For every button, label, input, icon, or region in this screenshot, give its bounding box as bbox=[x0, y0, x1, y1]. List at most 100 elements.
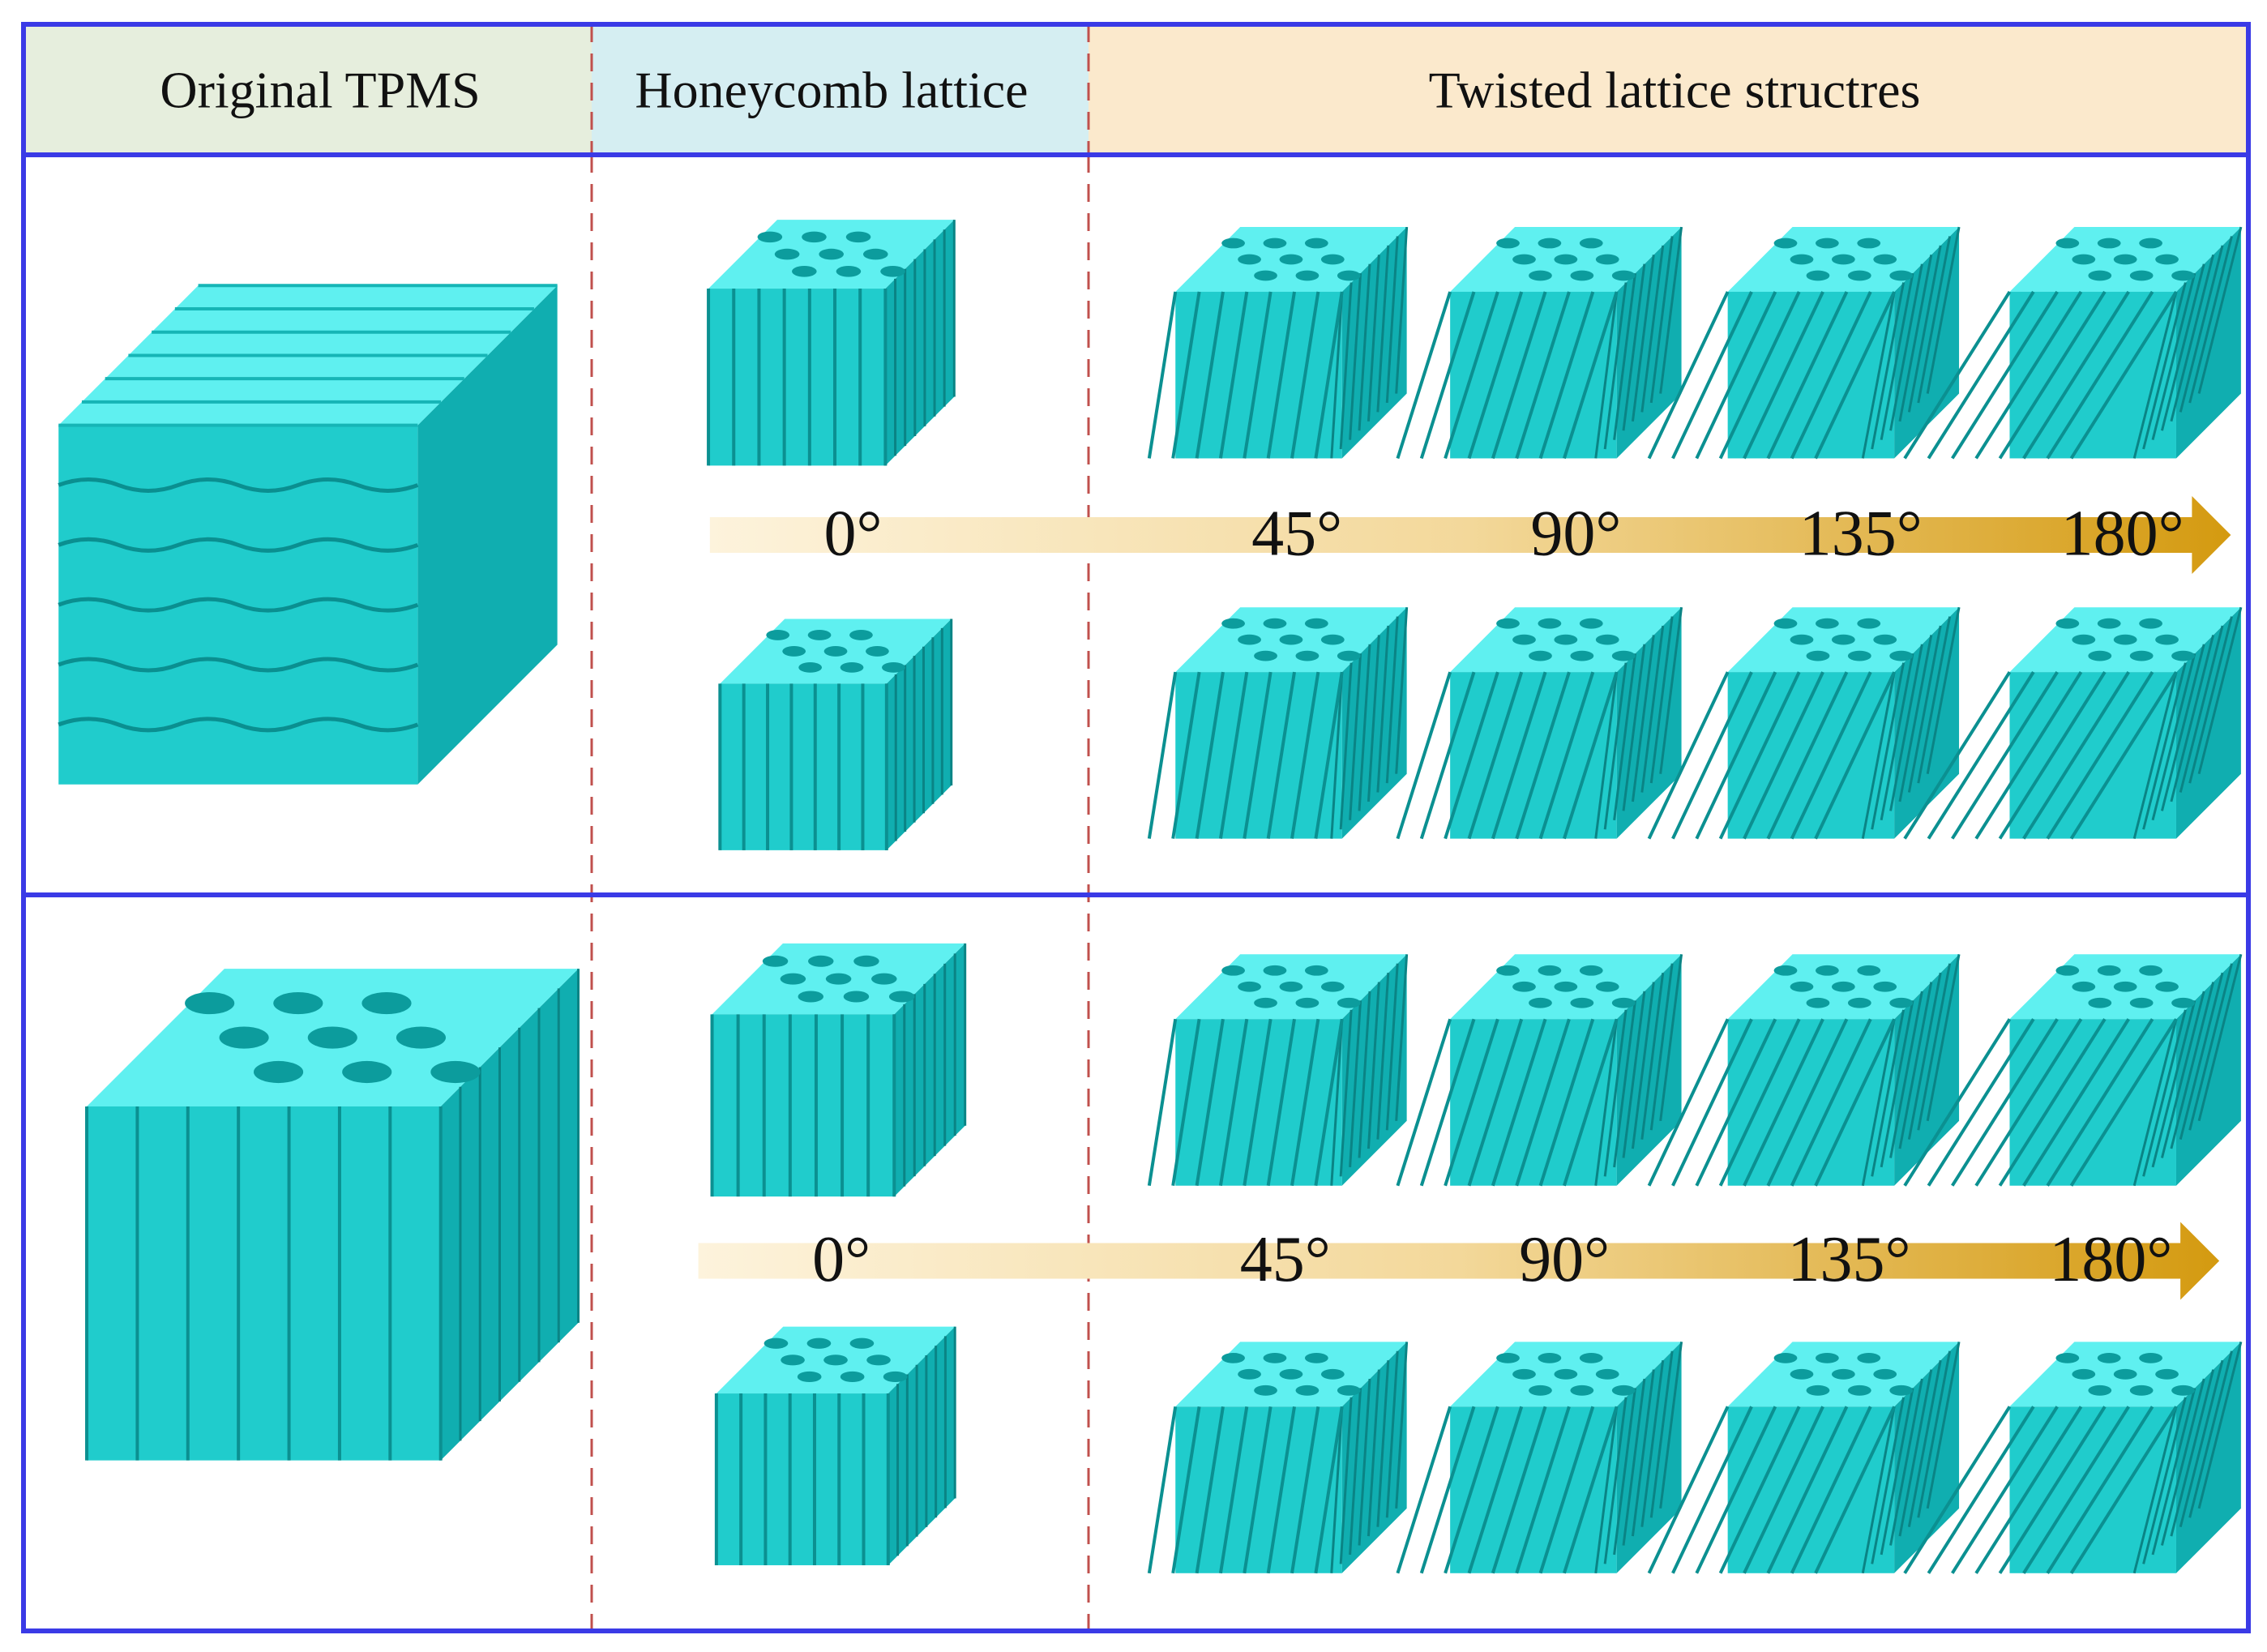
cube-cell bbox=[866, 646, 889, 657]
lattice-structure bbox=[1647, 1342, 1961, 1574]
cube-texture bbox=[1659, 1342, 1683, 1509]
cube-texture bbox=[1603, 282, 1628, 450]
cube-texture bbox=[1622, 991, 1646, 1158]
cube-cell bbox=[1857, 965, 1881, 976]
cube-cell bbox=[1773, 1352, 1798, 1363]
cube-texture bbox=[1647, 671, 1730, 840]
angle-label: 180° bbox=[2061, 498, 2184, 569]
cube-texture bbox=[1926, 226, 1961, 394]
cube-cell bbox=[1857, 238, 1881, 249]
cube-cell bbox=[798, 991, 823, 1003]
cube-texture bbox=[1376, 973, 1390, 1140]
cube-right bbox=[440, 969, 579, 1461]
cube-texture bbox=[2022, 1018, 2130, 1187]
cube-cell bbox=[1773, 618, 1798, 629]
cube-cell bbox=[823, 1355, 848, 1366]
cube-texture bbox=[1926, 954, 1961, 1122]
cube-texture bbox=[2151, 653, 2196, 821]
cube-cell bbox=[2155, 254, 2179, 265]
cube-cell bbox=[766, 630, 790, 640]
cube-cell bbox=[1512, 981, 1536, 992]
cube-cell bbox=[798, 662, 823, 673]
cube-cell bbox=[2055, 238, 2080, 249]
cube-cell bbox=[1538, 618, 1562, 629]
cube-texture bbox=[1974, 1018, 2083, 1187]
cube-cell bbox=[806, 1337, 832, 1349]
cube-cell bbox=[2113, 981, 2137, 992]
cube-cell bbox=[1263, 1352, 1287, 1363]
cube-cell bbox=[862, 248, 888, 260]
cube-texture bbox=[2022, 290, 2130, 460]
cube-cell bbox=[2129, 997, 2154, 1008]
angle-arrow bbox=[709, 496, 2231, 575]
cube-texture bbox=[1926, 606, 1961, 774]
cube-cell bbox=[1773, 965, 1798, 976]
cube-cell bbox=[1790, 1368, 1814, 1380]
cube-texture bbox=[2179, 1359, 2224, 1528]
cube-cell bbox=[1889, 997, 1914, 1008]
cube-front bbox=[720, 683, 887, 850]
cube-texture bbox=[1718, 291, 1801, 460]
cube-texture bbox=[1640, 625, 1665, 793]
cube-cell bbox=[819, 248, 844, 260]
cube-cell bbox=[1595, 634, 1619, 645]
cube-cell bbox=[888, 991, 915, 1003]
cube-texture bbox=[1491, 671, 1547, 840]
cube-texture bbox=[2142, 662, 2187, 830]
lattice-structure bbox=[718, 618, 953, 850]
cube-cell bbox=[1238, 634, 1261, 645]
cube-cell bbox=[2129, 650, 2154, 661]
cube-cell bbox=[1538, 965, 1562, 976]
cube-texture bbox=[58, 717, 419, 733]
cube-front bbox=[87, 1106, 441, 1461]
cube-texture bbox=[1951, 1406, 2059, 1574]
cube-cell bbox=[2171, 997, 2195, 1008]
cube-texture bbox=[2046, 671, 2154, 840]
cube-texture bbox=[2046, 1018, 2154, 1187]
cube-texture bbox=[1195, 1018, 1225, 1187]
cube-front bbox=[712, 1014, 895, 1197]
cube-cell bbox=[1320, 981, 1345, 992]
cube-texture bbox=[2142, 1397, 2187, 1564]
cube-cell bbox=[1595, 254, 1619, 265]
cube-cell bbox=[1279, 981, 1303, 992]
cube-cell bbox=[774, 248, 800, 260]
angle-label: 45° bbox=[1240, 1224, 1331, 1295]
cube-texture bbox=[1927, 671, 2035, 840]
cube-texture bbox=[1367, 1369, 1380, 1537]
cube-texture bbox=[2069, 1018, 2178, 1187]
lattice-structure bbox=[1147, 226, 1409, 459]
cube-texture bbox=[1880, 1000, 1914, 1168]
lattice-structure bbox=[58, 284, 558, 785]
cube-cell bbox=[1790, 981, 1814, 992]
cube-texture bbox=[1889, 991, 1923, 1158]
cube-texture bbox=[2142, 282, 2187, 450]
lattice-structure bbox=[1396, 226, 1683, 460]
cube-cell bbox=[1254, 270, 1277, 281]
cube-cell bbox=[1554, 981, 1578, 992]
cube-texture bbox=[1790, 1406, 1872, 1574]
cube-texture bbox=[1917, 963, 1952, 1131]
cube-texture bbox=[1395, 226, 1409, 394]
cube-cell bbox=[1512, 1368, 1536, 1380]
cube-texture bbox=[1649, 616, 1674, 784]
cube-cell bbox=[1254, 997, 1277, 1008]
cube-texture bbox=[2022, 1406, 2130, 1574]
cube-texture bbox=[1927, 1018, 2035, 1187]
cube-texture bbox=[1491, 1406, 1547, 1574]
cube-texture bbox=[1903, 671, 2012, 840]
cube-texture bbox=[58, 657, 419, 673]
cube-texture bbox=[1898, 635, 1933, 802]
cube-cell bbox=[396, 1026, 447, 1049]
cube-texture bbox=[1622, 263, 1646, 431]
cube-texture bbox=[1358, 644, 1371, 811]
cube-texture bbox=[1743, 671, 1824, 840]
cube-cell bbox=[1570, 650, 1594, 661]
cube-cell bbox=[1304, 1352, 1328, 1363]
cube-texture bbox=[2179, 625, 2224, 793]
cube-texture bbox=[1266, 291, 1296, 459]
cube-front bbox=[2009, 672, 2176, 839]
cube-texture bbox=[1385, 1350, 1399, 1518]
cube-texture bbox=[1903, 1406, 2012, 1574]
cube-cell bbox=[1221, 965, 1245, 976]
